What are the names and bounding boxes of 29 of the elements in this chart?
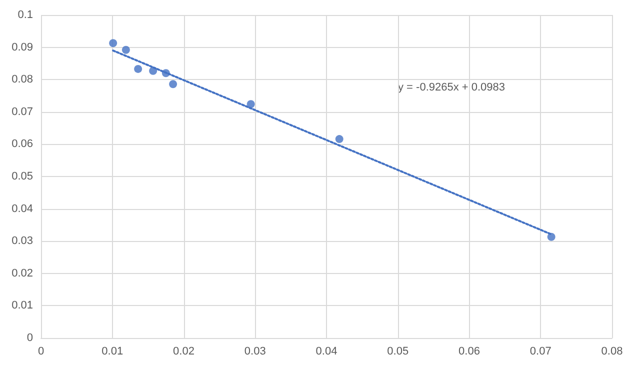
y-tick-label: 0.08 — [12, 74, 33, 86]
y-tick-label: 0.07 — [12, 106, 33, 118]
x-tick-label: 0.04 — [316, 346, 338, 358]
point — [149, 66, 158, 75]
y-tick-label: 0.05 — [12, 170, 33, 182]
y-tick-label: 0.03 — [12, 235, 33, 248]
point — [162, 69, 170, 78]
y-tick-label: 0.09 — [12, 41, 33, 54]
point — [335, 135, 344, 144]
y-tick-label: 0.04 — [12, 202, 33, 215]
point — [109, 39, 118, 48]
x-tick-label: 0.01 — [102, 346, 124, 358]
x-tick-label: 0 — [38, 346, 44, 358]
x-tick-label: 0.08 — [601, 346, 623, 358]
y-tick-label: 0.02 — [12, 267, 33, 280]
x-tick-label: 0.06 — [458, 346, 480, 358]
y-tick-label: 0 — [26, 332, 33, 344]
point — [134, 64, 142, 73]
y-tick-label: 0.06 — [12, 138, 33, 150]
y-tick-label: 0.1 — [18, 9, 33, 21]
x-tick-label: 0.02 — [173, 346, 194, 358]
point — [547, 232, 556, 241]
point — [246, 100, 255, 108]
x-tick-label: 0.07 — [530, 346, 552, 358]
y-tick-label: 0.01 — [12, 300, 33, 312]
x-tick-label: 0.05 — [387, 346, 409, 358]
x-tick-label: 0.03 — [244, 346, 266, 358]
point — [169, 80, 178, 88]
point — [122, 46, 130, 54]
